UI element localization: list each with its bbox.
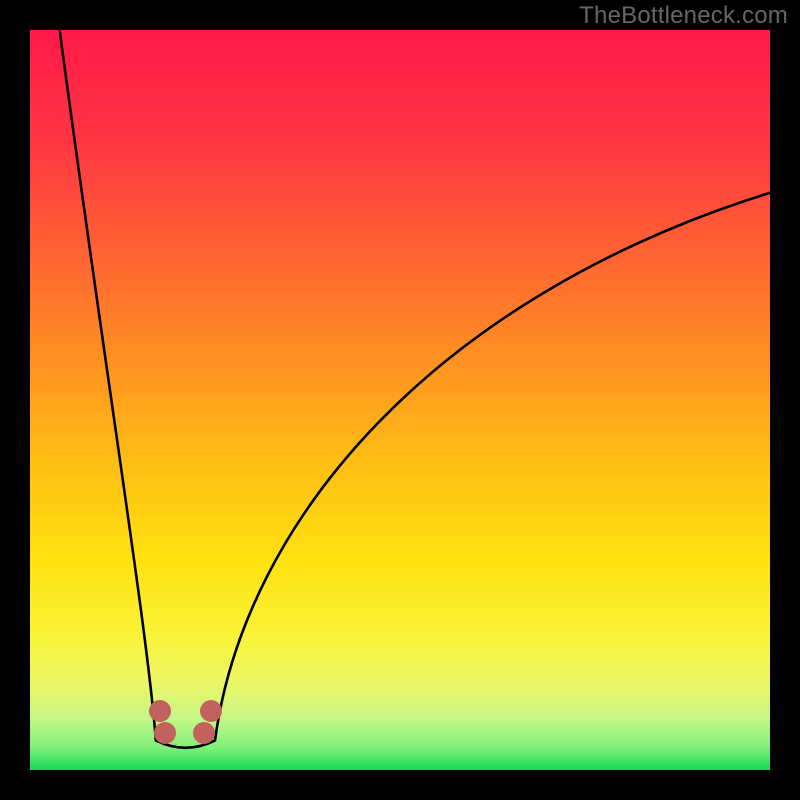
watermark-text: TheBottleneck.com	[579, 2, 788, 30]
chart-frame	[0, 0, 800, 800]
bottleneck-curve	[30, 30, 770, 770]
bottleneck-marker	[149, 700, 171, 722]
bottleneck-marker	[200, 700, 222, 722]
bottleneck-marker	[154, 722, 176, 744]
bottleneck-marker	[193, 722, 215, 744]
bottleneck-curve-path	[60, 30, 770, 748]
